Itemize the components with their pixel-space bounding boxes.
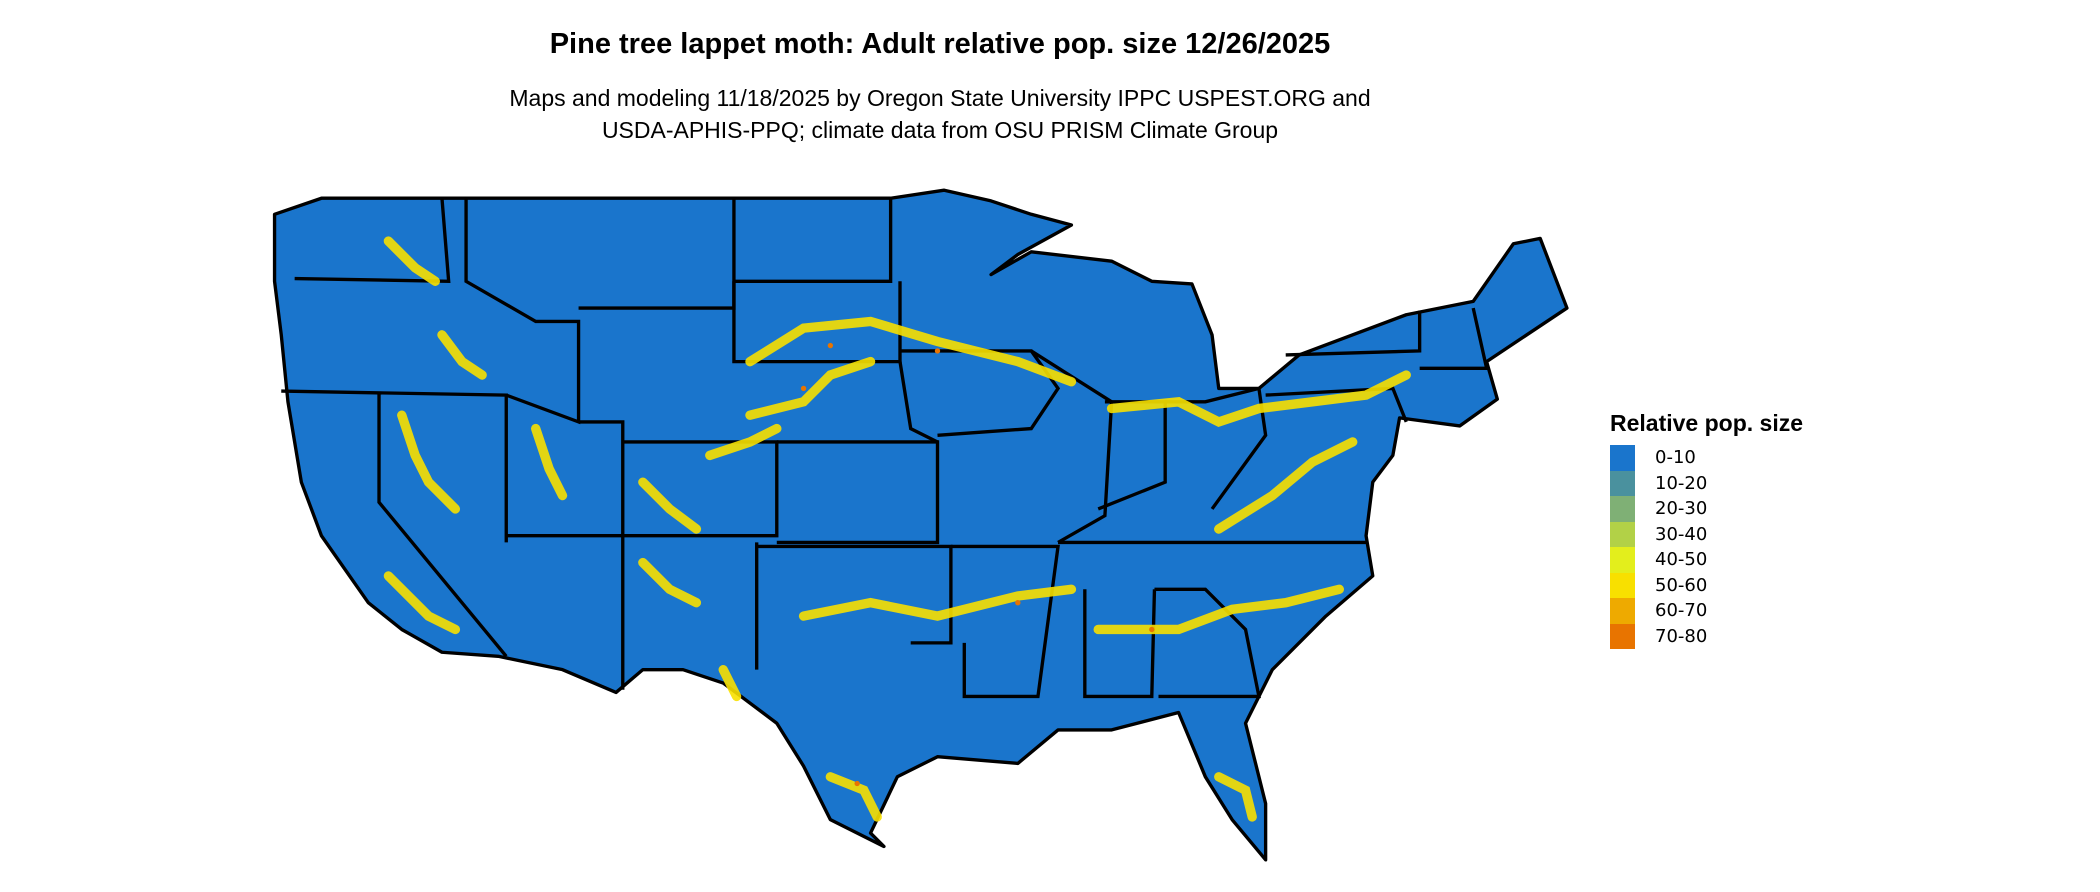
- legend-item: 40-50: [1610, 547, 1803, 573]
- legend-label: 0-10: [1655, 447, 1696, 469]
- legend-label: 20-30: [1655, 498, 1708, 520]
- legend-title: Relative pop. size: [1610, 410, 1804, 436]
- state-borders: [281, 198, 1489, 699]
- legend-item: 20-30: [1610, 496, 1803, 522]
- map-subtitle-line2: USDA-APHIS-PPQ; climate data from OSU PR…: [601, 117, 1279, 143]
- legend-swatch: [1610, 496, 1635, 522]
- legend-item: 30-40: [1610, 521, 1803, 547]
- legend-item: 0-10: [1610, 445, 1803, 471]
- legend-swatch: [1610, 598, 1635, 624]
- legend-label: 70-80: [1655, 625, 1708, 647]
- legend-label: 10-20: [1655, 472, 1708, 494]
- legend-label: 40-50: [1655, 549, 1708, 571]
- legend: Relative pop. size 0-10 10-20 20-30 30-40 40…: [1610, 410, 1803, 649]
- legend-swatch: [1610, 521, 1635, 547]
- legend-item: 50-60: [1610, 572, 1803, 598]
- map-title: Pine tree lappet moth: Adult relative po…: [549, 28, 1331, 60]
- legend-swatch: [1610, 547, 1635, 573]
- legend-swatch: [1610, 445, 1635, 471]
- legend-item: 60-70: [1610, 598, 1803, 624]
- us-outline: [272, 188, 1569, 862]
- legend-label: 60-70: [1655, 600, 1708, 622]
- legend-swatch: [1610, 623, 1635, 649]
- legend-swatch: [1610, 572, 1635, 598]
- legend-label: 50-60: [1655, 574, 1708, 596]
- legend-swatch: [1610, 470, 1635, 496]
- map-subtitle-line1: Maps and modeling 11/18/2025 by Oregon S…: [509, 85, 1371, 111]
- legend-label: 30-40: [1655, 523, 1708, 545]
- high-pop-dots: [800, 342, 1155, 787]
- legend-item: 10-20: [1610, 470, 1803, 496]
- legend-item: 70-80: [1610, 623, 1803, 649]
